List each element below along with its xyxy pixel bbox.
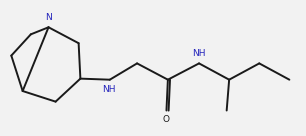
Text: NH: NH [192, 50, 206, 58]
Text: NH: NH [102, 85, 115, 94]
Text: O: O [163, 115, 170, 124]
Text: N: N [45, 13, 52, 22]
